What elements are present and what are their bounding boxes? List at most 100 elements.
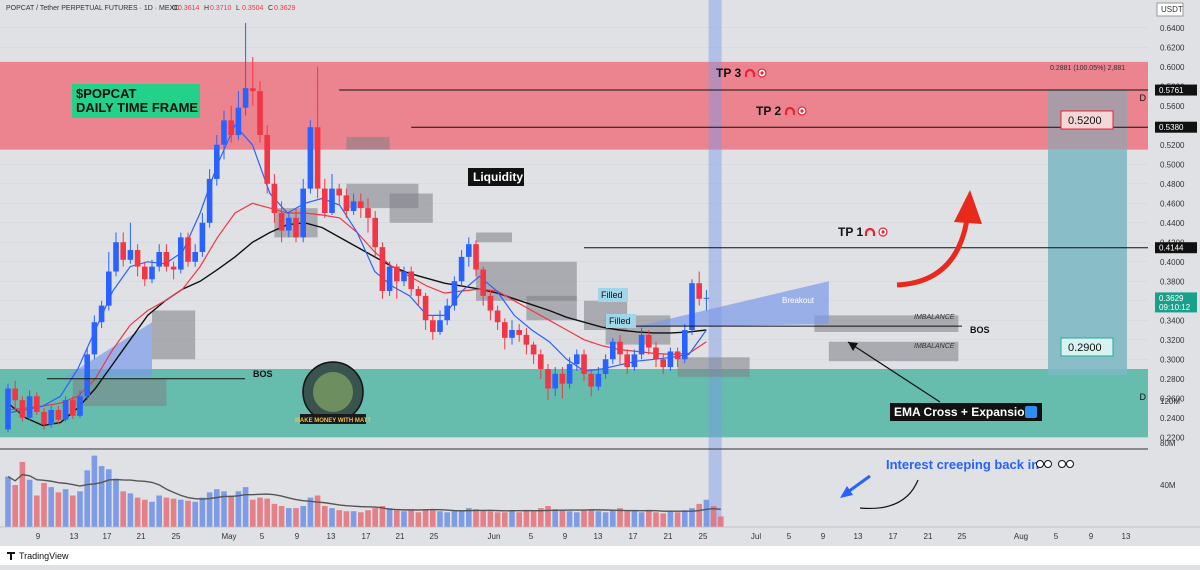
candle[interactable] [674, 347, 681, 368]
candle[interactable] [660, 354, 666, 374]
candle[interactable] [314, 66, 321, 199]
candle[interactable] [192, 244, 198, 267]
candle[interactable] [545, 364, 551, 401]
candle[interactable] [602, 354, 609, 379]
candle[interactable] [77, 390, 83, 418]
candle[interactable] [430, 315, 436, 340]
candle[interactable] [293, 208, 299, 243]
candle[interactable] [444, 298, 450, 326]
candle[interactable] [286, 213, 292, 238]
candle[interactable] [98, 300, 105, 329]
candle[interactable] [185, 232, 191, 267]
candle[interactable] [372, 211, 378, 257]
candle[interactable] [307, 120, 314, 194]
candle[interactable] [473, 240, 479, 277]
candle[interactable] [134, 244, 141, 277]
candle[interactable] [228, 105, 234, 143]
candle[interactable] [530, 341, 537, 365]
candle[interactable] [178, 232, 184, 274]
candle[interactable] [487, 291, 494, 321]
price-axis[interactable]: 0.64000.62000.60000.58000.56000.54000.52… [1148, 0, 1200, 545]
candle[interactable] [127, 222, 134, 264]
candle[interactable] [41, 408, 47, 430]
candle[interactable] [696, 271, 702, 306]
candle[interactable] [26, 390, 33, 421]
candle[interactable] [55, 406, 62, 425]
candle[interactable] [566, 357, 573, 389]
candle[interactable] [113, 232, 119, 277]
candle[interactable] [437, 310, 443, 335]
candle[interactable] [62, 396, 69, 422]
candle[interactable] [91, 315, 98, 360]
candle[interactable] [617, 334, 623, 365]
candle[interactable] [235, 91, 242, 140]
candle[interactable] [588, 369, 594, 397]
candle[interactable] [271, 174, 278, 223]
candle[interactable] [646, 330, 652, 355]
candle[interactable] [70, 396, 76, 419]
candle[interactable] [509, 320, 515, 345]
candle[interactable] [156, 244, 162, 272]
candle[interactable] [394, 263, 400, 299]
candle[interactable] [214, 135, 220, 186]
candle[interactable] [5, 383, 11, 433]
candle[interactable] [120, 232, 126, 267]
candle[interactable] [300, 178, 306, 243]
candle[interactable] [199, 213, 206, 257]
candle[interactable] [595, 367, 602, 391]
candle[interactable] [574, 349, 580, 371]
candle[interactable] [350, 193, 357, 215]
candle[interactable] [84, 347, 90, 401]
candle[interactable] [48, 406, 54, 428]
candle[interactable] [667, 347, 674, 371]
candle[interactable] [516, 324, 522, 342]
candle[interactable] [106, 252, 112, 311]
candle[interactable] [458, 250, 465, 287]
candle[interactable] [552, 367, 558, 397]
candle[interactable] [278, 201, 285, 243]
candle[interactable] [653, 341, 659, 368]
candle[interactable] [502, 318, 508, 350]
candle[interactable] [386, 261, 393, 296]
candle[interactable] [206, 169, 213, 228]
candle[interactable] [365, 198, 371, 233]
candle[interactable] [379, 242, 386, 299]
candle[interactable] [242, 22, 249, 116]
candle[interactable] [451, 276, 458, 311]
candle[interactable] [142, 261, 148, 287]
candle[interactable] [264, 125, 270, 194]
time-axis[interactable]: 9 13 17 21 25 May 5 9 13 17 21 25 Jun 5 9 13 17 21 25 Jul 5 9… [0, 526, 1200, 565]
candle[interactable] [466, 237, 472, 267]
candle[interactable] [336, 183, 342, 206]
candle[interactable] [250, 57, 256, 106]
candle[interactable] [329, 174, 335, 215]
candle[interactable] [34, 392, 40, 415]
candle[interactable] [559, 367, 566, 399]
candle[interactable] [415, 286, 422, 306]
candle[interactable] [322, 178, 328, 218]
candle[interactable] [638, 328, 645, 360]
candle[interactable] [480, 266, 486, 306]
candle[interactable] [682, 324, 688, 364]
candles[interactable] [5, 22, 710, 433]
candle[interactable] [12, 380, 18, 408]
candle[interactable] [343, 188, 350, 218]
candle[interactable] [581, 349, 587, 381]
candle[interactable] [358, 193, 364, 218]
candle[interactable] [408, 266, 414, 296]
candle[interactable] [610, 337, 616, 365]
candle[interactable] [401, 266, 407, 287]
candle[interactable] [631, 349, 638, 371]
candle[interactable] [149, 259, 155, 284]
candle[interactable] [523, 328, 530, 355]
candle[interactable] [257, 81, 263, 143]
candle[interactable] [163, 244, 170, 272]
candle[interactable] [170, 261, 177, 280]
candle[interactable] [538, 349, 544, 379]
candle[interactable] [703, 290, 710, 311]
candle[interactable] [19, 396, 26, 422]
candle[interactable] [494, 305, 501, 330]
candle[interactable] [624, 349, 630, 374]
